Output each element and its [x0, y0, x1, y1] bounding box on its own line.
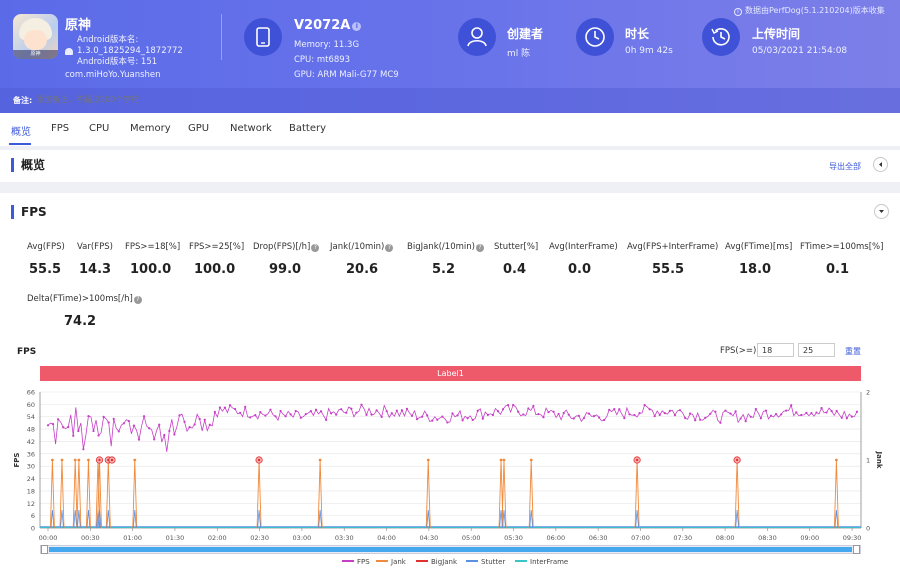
metric-label: Var(FPS)	[77, 242, 113, 252]
device-cpu: CPU: mt6893	[294, 55, 351, 65]
metric-label: FPS>=25[%]	[189, 242, 245, 252]
android-version-code: Android版本号: 151	[77, 57, 158, 67]
metric-label: FTime>=100ms[%]	[800, 242, 884, 252]
legend-jank[interactable]: Jank	[376, 558, 406, 566]
tab-fps[interactable]: FPS	[51, 123, 70, 134]
fps-title: FPS	[11, 205, 47, 219]
reset-link[interactable]: 重置	[845, 347, 861, 356]
metric-label: BigJank(/10min)?	[407, 242, 484, 252]
user-icon	[458, 18, 496, 56]
metric-value: 20.6	[346, 262, 379, 277]
header-divider	[221, 14, 222, 60]
device-info-icon[interactable]: i	[352, 22, 362, 31]
app-name: 原神	[65, 18, 92, 33]
metric-label: Avg(FPS+InterFrame)	[627, 242, 719, 252]
fps-threshold-input-2[interactable]	[798, 343, 835, 357]
metric-label: Avg(FPS)	[27, 242, 65, 252]
device-name: V2072A i	[294, 18, 362, 33]
phone-icon	[244, 18, 282, 56]
creator-value: ml 陈	[507, 49, 531, 59]
metric-value: 100.0	[130, 262, 172, 277]
duration-label: 时长	[625, 27, 650, 41]
export-all-link[interactable]: 导出全部	[829, 162, 861, 171]
legend-interframe[interactable]: InterFrame	[515, 558, 568, 566]
metric-label: FPS>=18[%]	[125, 242, 181, 252]
tab-memory[interactable]: Memory	[130, 123, 171, 134]
time-range-selection	[49, 547, 852, 552]
chevron-down-icon	[879, 210, 884, 213]
active-tab-indicator	[9, 143, 31, 145]
time-range-slider[interactable]	[40, 545, 861, 554]
metric-value: 18.0	[739, 262, 772, 277]
chevron-left-icon	[879, 162, 882, 167]
clock-icon	[576, 18, 614, 56]
help-icon[interactable]: ?	[311, 244, 320, 252]
legend-stutter[interactable]: Stutter	[466, 558, 505, 566]
overview-panel: 概览	[0, 150, 900, 182]
source-note: i 数据由PerfDog(5.1.210204)版本收集	[734, 5, 885, 16]
info-icon: i	[734, 8, 742, 16]
metric-value: 55.5	[29, 262, 62, 277]
metric-label: Avg(InterFrame)	[549, 242, 618, 252]
metric-value: 74.2	[64, 314, 97, 329]
fps-threshold-label: FPS(>=)	[720, 346, 757, 356]
session-header: 原神 原神 Android版本名: 1.3.0_1825294_1872772 …	[0, 0, 900, 113]
tab-battery[interactable]: Battery	[289, 123, 327, 134]
legend-fps[interactable]: FPS	[342, 558, 370, 566]
creator-label: 创建者	[507, 27, 544, 41]
upload-time-value: 05/03/2021 21:54:08	[752, 46, 848, 56]
app-icon: 原神	[13, 14, 58, 59]
upload-time-label: 上传时间	[752, 27, 801, 41]
help-icon[interactable]: ?	[475, 244, 484, 252]
label-bar[interactable]: Label1	[40, 366, 861, 381]
overview-title: 概览	[11, 158, 45, 172]
app-package: com.miHoYo.Yuanshen	[65, 70, 161, 80]
metric-value: 100.0	[194, 262, 236, 277]
device-gpu: GPU: ARM Mali-G77 MC9	[294, 70, 399, 80]
metric-label: Drop(FPS)[/h]?	[253, 242, 320, 252]
android-version-label: Android版本名:	[77, 35, 139, 45]
android-version-name: 1.3.0_1825294_1872772	[77, 46, 183, 56]
note-label: 备注:	[13, 96, 33, 105]
device-memory: Memory: 11.3G	[294, 40, 360, 50]
legend-bigjank[interactable]: BigJank	[416, 558, 457, 566]
tab-cpu[interactable]: CPU	[89, 123, 110, 134]
app-icon-tag: 原神	[13, 50, 58, 59]
note-bar: 备注:	[0, 88, 900, 113]
fps-threshold-input-1[interactable]	[757, 343, 794, 357]
note-input[interactable]	[36, 95, 236, 104]
help-icon[interactable]: ?	[133, 296, 142, 304]
slider-handle-left[interactable]	[41, 545, 48, 554]
metric-value: 5.2	[432, 262, 456, 277]
metric-value: 0.4	[503, 262, 527, 277]
tab-gpu[interactable]: GPU	[188, 123, 210, 134]
duration-value: 0h 9m 42s	[625, 46, 673, 56]
fps-panel: FPS	[0, 193, 900, 571]
metric-value: 0.0	[568, 262, 592, 277]
section-tabs: 概览 FPS CPU Memory GPU Network Battery	[0, 113, 900, 146]
tab-overview[interactable]: 概览	[11, 127, 31, 138]
metric-label: Jank(/10min)?	[330, 242, 394, 252]
metric-value: 55.5	[652, 262, 685, 277]
help-icon[interactable]: ?	[385, 244, 394, 252]
metric-label: Delta(FTime)>100ms[/h]?	[27, 294, 142, 304]
tab-network[interactable]: Network	[230, 123, 272, 134]
metric-value: 0.1	[826, 262, 850, 277]
android-icon	[65, 48, 73, 55]
metric-label: Avg(FTime)[ms]	[725, 242, 793, 252]
slider-handle-right[interactable]	[853, 545, 860, 554]
metric-label: Stutter[%]	[494, 242, 539, 252]
fps-collapse-button[interactable]	[874, 204, 889, 219]
fps-chart-title: FPS	[17, 347, 37, 357]
history-icon	[702, 18, 740, 56]
metric-value: 99.0	[269, 262, 302, 277]
app-version-block: Android版本名: 1.3.0_1825294_1872772 Androi…	[65, 35, 183, 68]
overview-collapse-button[interactable]	[873, 157, 888, 172]
metric-value: 14.3	[79, 262, 112, 277]
